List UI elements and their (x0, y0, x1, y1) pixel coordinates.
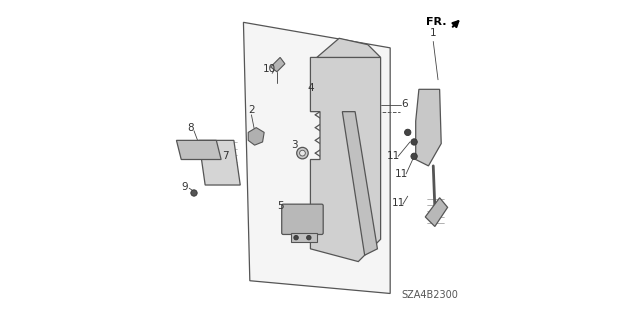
Circle shape (411, 153, 417, 160)
Circle shape (404, 129, 411, 136)
Circle shape (300, 150, 305, 156)
Text: 11: 11 (395, 169, 408, 179)
Polygon shape (425, 198, 447, 226)
Polygon shape (416, 89, 441, 166)
Polygon shape (342, 112, 378, 255)
Polygon shape (317, 38, 381, 57)
Polygon shape (271, 57, 285, 72)
Circle shape (411, 139, 417, 145)
Circle shape (307, 235, 311, 240)
Text: 11: 11 (387, 151, 400, 161)
Text: 5: 5 (277, 201, 284, 211)
Polygon shape (291, 233, 317, 242)
Text: 4: 4 (307, 83, 314, 93)
Text: 1: 1 (430, 28, 436, 39)
Polygon shape (310, 57, 381, 262)
Text: 7: 7 (223, 151, 229, 161)
Text: SZA4B2300: SZA4B2300 (402, 290, 458, 300)
Text: 8: 8 (188, 122, 194, 133)
Polygon shape (199, 140, 240, 185)
Text: 3: 3 (291, 140, 298, 150)
Text: 11: 11 (392, 197, 404, 208)
Text: 10: 10 (262, 63, 276, 74)
Circle shape (191, 190, 197, 196)
Circle shape (297, 147, 308, 159)
Circle shape (294, 235, 298, 240)
Text: 9: 9 (181, 182, 188, 192)
FancyBboxPatch shape (282, 204, 323, 234)
Polygon shape (243, 22, 390, 293)
Text: FR.: FR. (426, 17, 446, 27)
Polygon shape (248, 128, 264, 145)
Polygon shape (177, 140, 221, 160)
Text: 6: 6 (401, 99, 408, 109)
Text: 2: 2 (248, 105, 255, 115)
